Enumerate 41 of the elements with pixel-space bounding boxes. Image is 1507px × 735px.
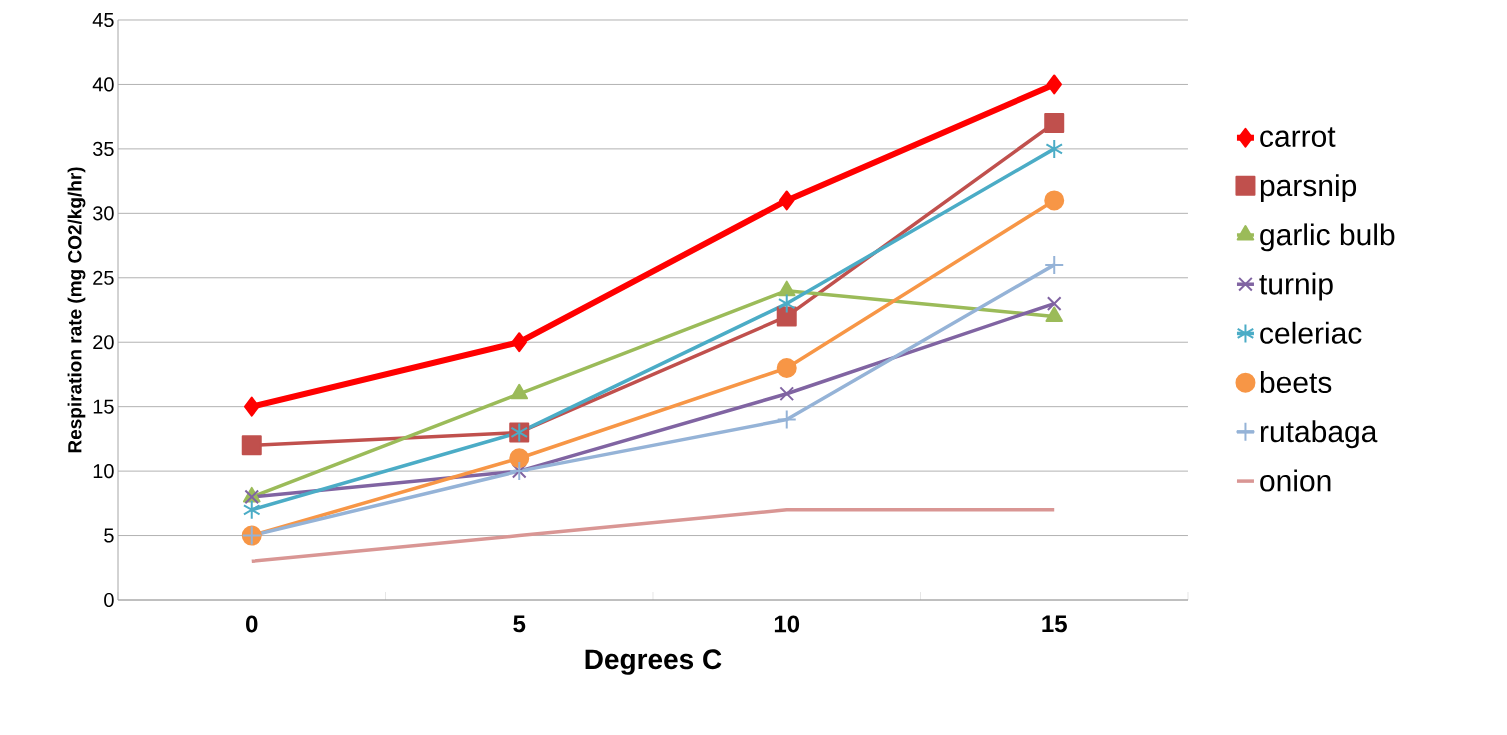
legend-label: beets xyxy=(1260,371,1332,394)
point xyxy=(778,190,795,211)
x-tick-label: 10 xyxy=(774,615,800,633)
y-tick-label: 40 xyxy=(92,77,114,92)
y-tick-label: 20 xyxy=(93,335,114,350)
legend-label: carrot xyxy=(1260,127,1336,147)
point xyxy=(511,332,527,353)
point xyxy=(1046,296,1062,311)
legend-label: celeriac xyxy=(1260,321,1362,344)
legend-label: turnip xyxy=(1259,272,1333,301)
y-tick-label: 25 xyxy=(93,270,114,285)
y-tick-label: 45 xyxy=(92,13,114,27)
point xyxy=(1046,74,1062,95)
x-tick-label: 5 xyxy=(513,615,526,633)
y-tick-label: 10 xyxy=(93,464,114,479)
point xyxy=(777,293,796,314)
x-axis-title: Degrees C xyxy=(585,649,722,675)
point xyxy=(776,306,797,327)
x-tick-label: 0 xyxy=(246,615,258,633)
point xyxy=(1045,138,1064,159)
point xyxy=(509,448,530,469)
y-tick-label: 0 xyxy=(104,592,114,608)
point xyxy=(779,386,795,402)
y-tick-label: 15 xyxy=(93,399,114,414)
point xyxy=(1044,113,1065,134)
point xyxy=(776,409,797,430)
y-tick-label: 35 xyxy=(93,141,114,156)
legend-label: parsnip xyxy=(1260,174,1357,203)
point xyxy=(241,435,262,456)
legend-label: onion xyxy=(1260,469,1331,492)
y-tick-label: 30 xyxy=(93,206,114,221)
point xyxy=(776,358,797,378)
point xyxy=(1044,254,1065,275)
point xyxy=(244,396,260,417)
point xyxy=(242,499,261,520)
point xyxy=(1044,190,1065,211)
y-tick-label: 5 xyxy=(104,528,114,543)
legend-label: garlic bulb xyxy=(1260,223,1395,252)
y-axis-title: Respiration rate (mg CO2/kg/hr) xyxy=(67,167,86,453)
legend-label: rutabaga xyxy=(1260,420,1378,449)
x-tick-label: 15 xyxy=(1042,615,1067,633)
